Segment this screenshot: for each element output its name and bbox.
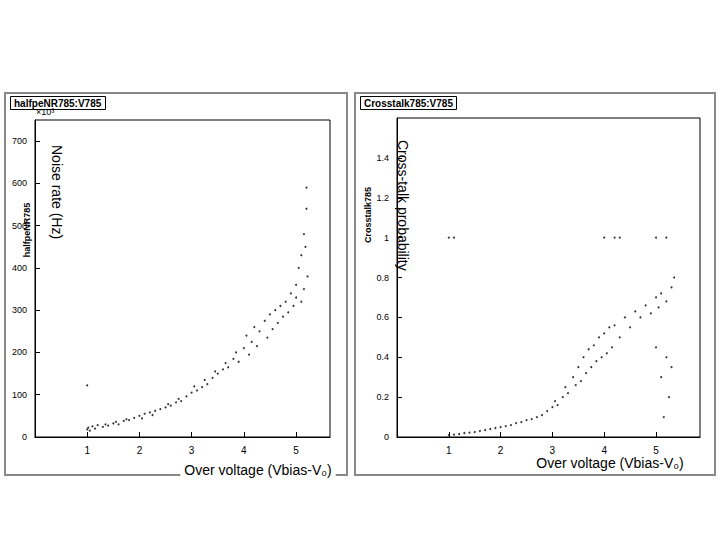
svg-text:0.8: 0.8 (376, 273, 389, 283)
svg-text:600: 600 (12, 178, 27, 188)
svg-text:3: 3 (550, 445, 556, 456)
svg-text:4: 4 (241, 445, 247, 456)
svg-text:5: 5 (293, 445, 299, 456)
svg-text:100: 100 (12, 390, 27, 400)
svg-text:0: 0 (384, 432, 389, 442)
svg-text:1: 1 (84, 445, 90, 456)
svg-text:1.2: 1.2 (376, 193, 389, 203)
svg-text:×10³: ×10³ (36, 107, 54, 117)
svg-text:0.6: 0.6 (376, 312, 389, 322)
svg-text:Crosstalk785:V785: Crosstalk785:V785 (364, 98, 453, 109)
svg-text:700: 700 (12, 136, 27, 146)
svg-text:0.4: 0.4 (376, 352, 389, 362)
svg-text:300: 300 (12, 305, 27, 315)
svg-text:4: 4 (601, 445, 607, 456)
svg-text:1.4: 1.4 (376, 153, 389, 163)
svg-text:500: 500 (12, 221, 27, 231)
svg-text:0: 0 (22, 432, 27, 442)
svg-text:Noise rate (Hz): Noise rate (Hz) (49, 145, 65, 239)
svg-text:2: 2 (137, 445, 143, 456)
svg-text:400: 400 (12, 263, 27, 273)
svg-text:0.2: 0.2 (376, 392, 389, 402)
svg-text:200: 200 (12, 347, 27, 357)
svg-text:2: 2 (498, 445, 504, 456)
svg-text:Crosstalk785: Crosstalk785 (363, 187, 373, 243)
svg-text:Over voltage (Vbias-V₀): Over voltage (Vbias-V₀) (536, 455, 683, 471)
svg-text:5: 5 (653, 445, 659, 456)
svg-text:Over voltage (Vbias-V₀): Over voltage (Vbias-V₀) (184, 462, 331, 478)
svg-text:1: 1 (384, 233, 389, 243)
svg-text:Cross-talk probability: Cross-talk probability (395, 140, 411, 271)
svg-text:halfpeNR785:V785: halfpeNR785:V785 (14, 98, 102, 109)
svg-text:1: 1 (446, 445, 452, 456)
svg-text:3: 3 (189, 445, 195, 456)
svg-text:halfpeNR785: halfpeNR785 (22, 202, 32, 258)
